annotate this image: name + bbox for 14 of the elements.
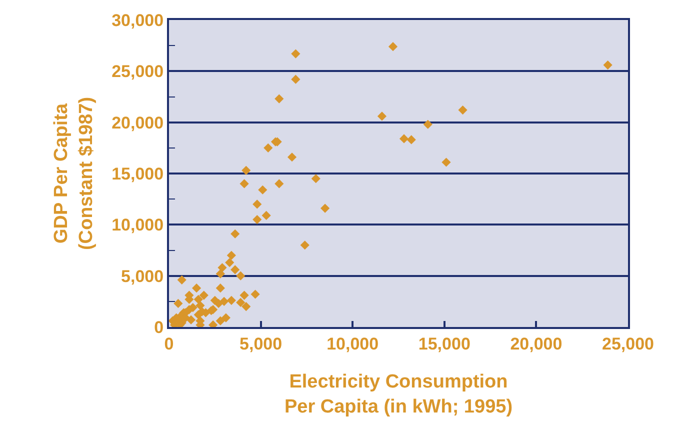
y-tick-label: 5,000 (121, 266, 164, 286)
x-tick-label: 10,000 (326, 334, 379, 354)
y-tick-label: 10,000 (112, 216, 164, 235)
y-tick-label: 15,000 (112, 164, 164, 184)
y-axis-title: GDP Per Capita (Constant $1987) (51, 96, 97, 250)
x-axis-title: Electricity Consumption Per Capita (in kWh; 1995) (284, 372, 513, 418)
y-tick-label: 30,000 (112, 10, 164, 30)
x-tick-label: 15,000 (418, 334, 470, 354)
y-tick-label: 20,000 (112, 113, 164, 132)
y-tick-label: 25,000 (112, 62, 164, 82)
y-tick-label: 0 (154, 318, 164, 337)
x-tick-label: 5,000 (240, 334, 282, 354)
x-tick-label: 25,000 (602, 334, 654, 354)
x-tick-label: 20,000 (510, 334, 562, 354)
